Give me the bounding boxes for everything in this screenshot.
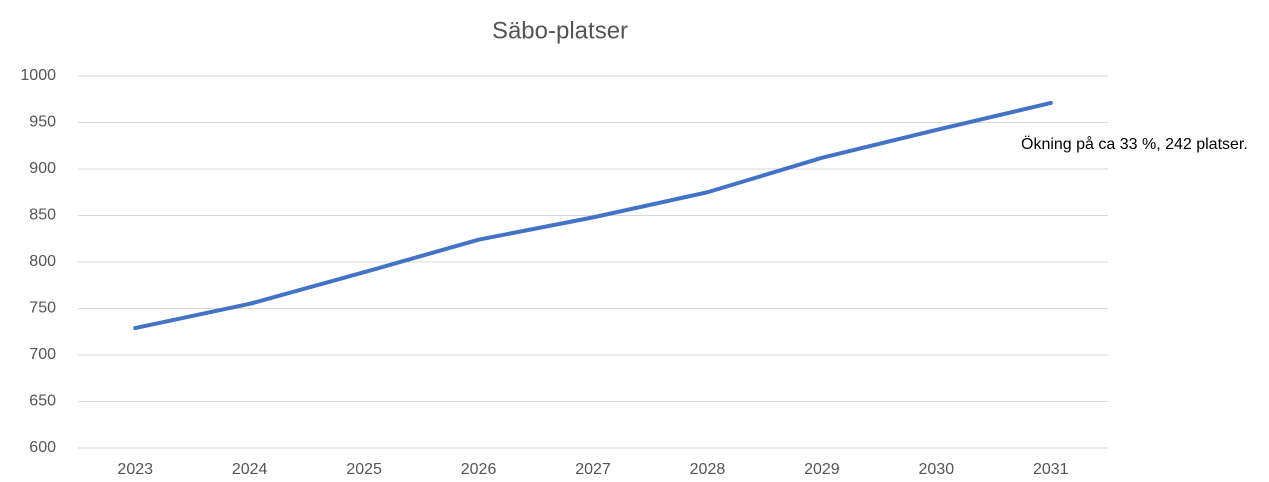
x-tick-label: 2025 [346,461,382,478]
chart-title: Säbo-platser [492,17,628,44]
x-tick-label: 2023 [117,461,153,478]
y-tick-label: 1000 [20,67,56,84]
y-tick-label: 850 [29,207,56,224]
y-tick-label: 700 [29,346,56,363]
annotation: Ökning på ca 33 %, 242 platser. [1021,136,1248,153]
line [133,100,1053,331]
y-tick-label: 600 [29,439,56,456]
y-tick-label: 750 [29,300,56,317]
x-tick-label: 2031 [1033,461,1069,478]
x-tick-label: 2028 [690,461,726,478]
x-tick-label: 2029 [804,461,840,478]
y-tick-label: 650 [29,393,56,410]
y-tick-label: 900 [29,160,56,177]
x-tick-label: 2026 [461,461,497,478]
y-tick-label: 800 [29,253,56,270]
x-tick-label: 2030 [919,461,955,478]
x-tick-label: 2024 [232,461,268,478]
y-tick-label: 950 [29,114,56,131]
x-tick-label: 2027 [575,461,611,478]
